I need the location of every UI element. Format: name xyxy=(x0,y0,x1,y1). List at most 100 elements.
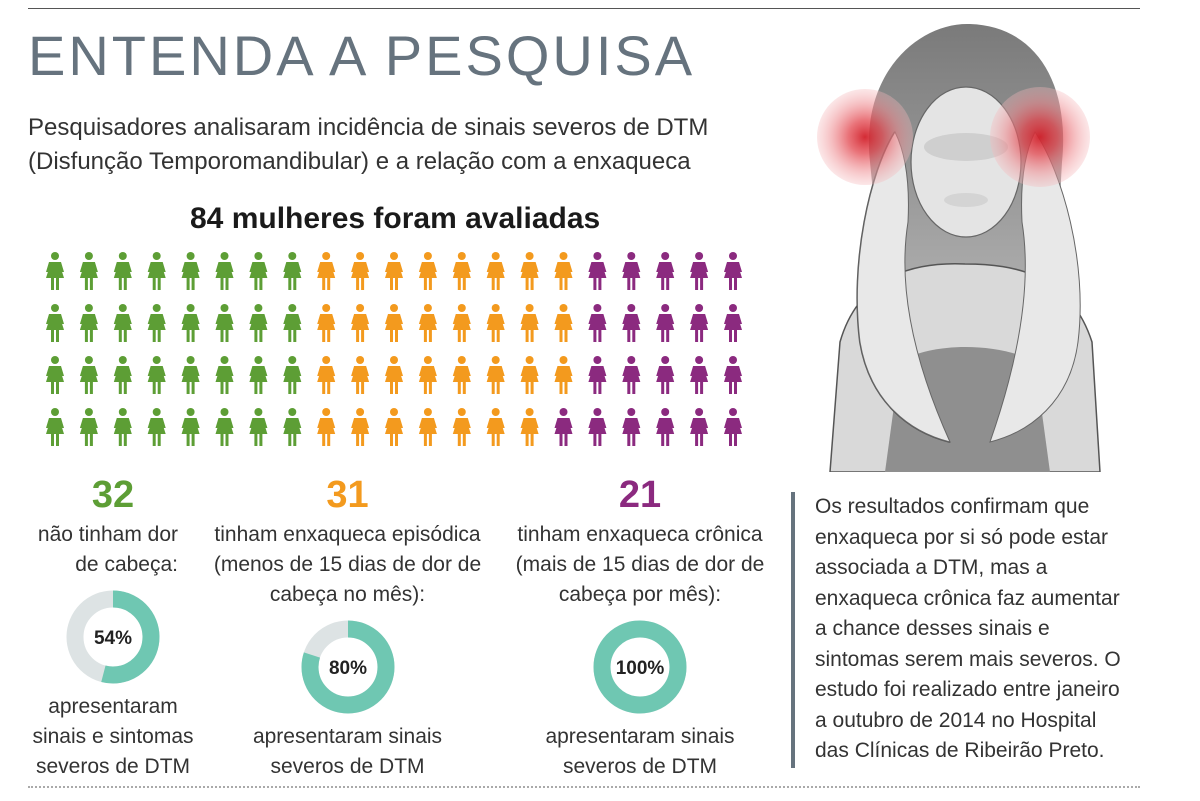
group-no-headache: 32 não tinham dor de cabeça: 54% apresen… xyxy=(28,476,198,782)
woman-icon xyxy=(283,356,302,394)
woman-icon xyxy=(418,304,437,342)
sidebar-accent-bar xyxy=(791,492,795,768)
left-arm-fill xyxy=(856,130,951,443)
subtitle-line: (Disfunção Temporomandibular) e a relaçã… xyxy=(28,148,691,175)
group-count: 21 xyxy=(618,474,662,516)
woman-icon xyxy=(79,252,98,290)
woman-icon xyxy=(520,408,539,446)
result-line: apresentaram sinais xyxy=(252,725,443,748)
group-count: 31 xyxy=(326,474,369,516)
woman-icon xyxy=(249,408,268,446)
woman-icon xyxy=(622,252,641,290)
woman-icon xyxy=(656,408,675,446)
woman-icon xyxy=(588,408,607,446)
description-line: cabeça no mês): xyxy=(269,583,426,606)
woman-icon xyxy=(351,304,370,342)
face-blur-eyes xyxy=(924,133,1008,161)
woman-icon xyxy=(351,408,370,446)
group-description: tinham enxaqueca episódica (menos de 15 … xyxy=(205,520,490,610)
description-line: de cabeça: xyxy=(75,553,178,576)
sidebar-line: sintomas serem mais severos. O xyxy=(815,647,1121,671)
subtitle: Pesquisadores analisaram incidência de s… xyxy=(28,111,788,179)
woman-icon xyxy=(385,304,403,342)
woman-icon xyxy=(486,408,505,446)
woman-icon xyxy=(486,252,505,290)
group-result: apresentaram sinais e sintomas severos d… xyxy=(28,692,198,782)
group-count: 32 xyxy=(91,474,135,516)
woman-headache-illustration xyxy=(817,23,1101,472)
sidebar-line: Os resultados confirmam que xyxy=(815,495,1090,518)
woman-icon xyxy=(554,356,573,394)
woman-icon xyxy=(147,304,166,342)
woman-icon xyxy=(215,408,234,446)
donut-value-arc xyxy=(301,620,394,714)
pictogram-chart xyxy=(46,252,742,446)
group-chronic: 21 tinham enxaqueca crônica (mais de 15 … xyxy=(500,476,780,782)
woman-icon xyxy=(554,408,573,446)
headline: 84 mulheres foram avaliadas xyxy=(190,202,601,235)
result-line: severos de DTM xyxy=(562,755,718,778)
woman-icon xyxy=(215,304,234,342)
woman-icon xyxy=(656,252,675,290)
sidebar-line: estudo foi realizado entre janeiro xyxy=(815,678,1120,701)
woman-icon xyxy=(656,356,675,394)
woman-icon xyxy=(113,356,132,394)
woman-icon xyxy=(351,252,370,290)
sidebar-line: a chance desses sinais e xyxy=(815,617,1050,640)
result-line: apresentaram sinais xyxy=(545,725,735,748)
woman-icon xyxy=(181,252,200,290)
pain-indicator-left xyxy=(817,89,913,185)
woman-icon xyxy=(385,356,403,394)
result-line: sinais e sintomas xyxy=(32,725,194,748)
description-line: tinham enxaqueca crônica xyxy=(517,523,763,546)
woman-icon xyxy=(690,252,709,290)
woman-icon xyxy=(181,408,200,446)
group-result: apresentaram sinais severos de DTM xyxy=(205,722,490,782)
woman-icon xyxy=(215,252,234,290)
sidebar-note: Os resultados confirmam que enxaqueca po… xyxy=(815,492,1145,767)
woman-icon xyxy=(690,304,709,342)
woman-icon xyxy=(622,408,641,446)
woman-icon xyxy=(554,252,573,290)
woman-icon xyxy=(486,356,505,394)
woman-icon xyxy=(622,304,641,342)
top-rule xyxy=(28,8,1140,9)
group-description: não tinham dor de cabeça: xyxy=(28,520,198,580)
result-line: severos de DTM xyxy=(35,755,191,778)
woman-icon xyxy=(486,304,505,342)
woman-icon xyxy=(147,356,166,394)
description-line: (menos de 15 dias de dor de xyxy=(213,553,482,576)
woman-icon xyxy=(418,356,437,394)
woman-icon xyxy=(351,356,370,394)
woman-icon xyxy=(283,408,302,446)
result-line: apresentaram xyxy=(48,695,178,718)
woman-icon xyxy=(385,252,403,290)
woman-icon xyxy=(249,304,268,342)
face-blur-mouth xyxy=(944,193,988,207)
woman-icon xyxy=(690,408,709,446)
woman-icon xyxy=(283,252,302,290)
woman-icon xyxy=(588,252,607,290)
woman-icon xyxy=(113,304,132,342)
woman-icon xyxy=(113,408,132,446)
woman-icon xyxy=(46,304,64,342)
donut-chart: 80% xyxy=(301,620,394,714)
woman-icon xyxy=(215,356,234,394)
donut-chart: 54% xyxy=(66,590,160,684)
donut-value-arc xyxy=(66,590,160,684)
top-garment xyxy=(885,347,1050,472)
woman-icon xyxy=(79,408,98,446)
woman-icon xyxy=(418,252,437,290)
group-description: tinham enxaqueca crônica (mais de 15 dia… xyxy=(500,520,780,610)
donut-chart: 100% xyxy=(593,620,687,714)
woman-icon xyxy=(656,304,675,342)
woman-icon xyxy=(283,304,302,342)
woman-icon xyxy=(520,356,539,394)
woman-icon xyxy=(452,356,471,394)
sidebar-line: associada a DTM, mas a xyxy=(815,556,1048,579)
woman-icon xyxy=(46,408,64,446)
woman-icon xyxy=(46,252,64,290)
woman-icon xyxy=(452,408,471,446)
woman-icon xyxy=(724,252,742,290)
group-episodic: 31 tinham enxaqueca episódica (menos de … xyxy=(205,476,490,782)
